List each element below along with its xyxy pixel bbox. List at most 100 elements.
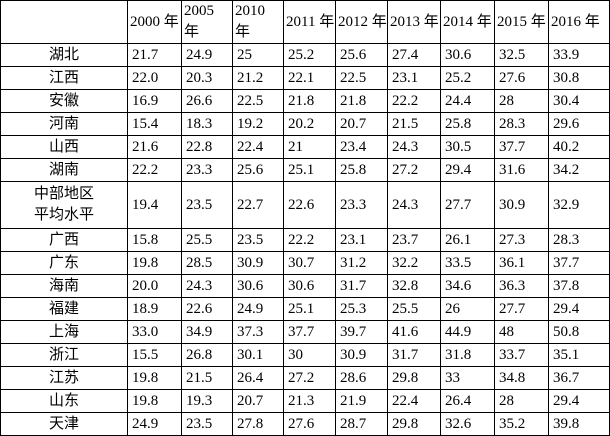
value-cell: 31.8	[440, 343, 495, 367]
region-cell: 山西	[0, 135, 128, 159]
value-cell: 26.4	[440, 389, 495, 413]
region-cell: 安徽	[0, 89, 128, 113]
value-cell: 34.2	[548, 158, 610, 182]
value-cell: 27.7	[440, 181, 495, 229]
value-cell: 27.6	[283, 412, 336, 436]
value-cell: 26.1	[440, 228, 495, 252]
value-cell: 25.8	[335, 158, 388, 182]
value-cell: 28.3	[548, 228, 610, 252]
value-cell: 24.9	[127, 412, 182, 436]
value-cell: 21	[283, 135, 336, 159]
header-cell: 2010 年	[232, 0, 284, 44]
value-cell: 25.1	[283, 297, 336, 321]
value-cell: 25.6	[232, 158, 284, 182]
value-cell: 22.7	[232, 181, 284, 229]
value-cell: 32.2	[387, 251, 441, 275]
value-cell: 19.3	[181, 389, 233, 413]
table-body: 湖北 21.7 24.9 25 25.2 25.6 27.4 30.6 32.5 33.9 江西 22…	[0, 43, 610, 436]
region-cell: 广西	[0, 228, 128, 252]
value-cell: 30.9	[232, 251, 284, 275]
header-cell: 2000 年	[127, 0, 182, 44]
value-cell: 29.4	[548, 297, 610, 321]
value-cell: 25.8	[440, 112, 495, 136]
value-cell: 34.6	[440, 274, 495, 298]
value-cell: 36.1	[494, 251, 549, 275]
value-cell: 21.8	[283, 89, 336, 113]
value-cell: 36.7	[548, 366, 610, 390]
header-cell: 2012 年	[335, 0, 388, 44]
value-cell: 35.2	[494, 412, 549, 436]
value-cell: 37.7	[548, 251, 610, 275]
value-cell: 32.5	[494, 43, 549, 67]
table-row: 广西 15.8 25.5 23.5 22.2 23.1 23.7 26.1 27.3 28.3	[0, 228, 610, 252]
region-cell: 福建	[0, 297, 128, 321]
value-cell: 34.9	[181, 320, 233, 344]
value-cell: 27.4	[387, 43, 441, 67]
value-cell: 28.7	[335, 412, 388, 436]
value-cell: 28.3	[494, 112, 549, 136]
value-cell: 41.6	[387, 320, 441, 344]
value-cell: 21.5	[387, 112, 441, 136]
value-cell: 23.5	[232, 228, 284, 252]
table-row: 海南 20.0 24.3 30.6 30.6 31.7 32.8 34.6 36.3 37.8	[0, 274, 610, 298]
value-cell: 22.1	[283, 66, 336, 90]
table-row: 江西 22.0 20.3 21.2 22.1 22.5 23.1 25.2 27.6 30.8	[0, 66, 610, 90]
value-cell: 20.3	[181, 66, 233, 90]
value-cell: 27.3	[494, 228, 549, 252]
region-cell: 山东	[0, 389, 128, 413]
value-cell: 22.2	[387, 89, 441, 113]
value-cell: 30.6	[232, 274, 284, 298]
value-cell: 24.3	[387, 181, 441, 229]
table-row: 湖北 21.7 24.9 25 25.2 25.6 27.4 30.6 32.5 33.9	[0, 43, 610, 67]
value-cell: 20.7	[335, 112, 388, 136]
table-row: 广东 19.8 28.5 30.9 30.7 31.2 32.2 33.5 36.1 37.7	[0, 251, 610, 275]
value-cell: 30.9	[494, 181, 549, 229]
value-cell: 20.0	[127, 274, 182, 298]
value-cell: 16.9	[127, 89, 182, 113]
value-cell: 30.8	[548, 66, 610, 90]
value-cell: 32.8	[387, 274, 441, 298]
value-cell: 30.4	[548, 89, 610, 113]
value-cell: 23.5	[181, 181, 233, 229]
value-cell: 30.1	[232, 343, 284, 367]
value-cell: 26.8	[181, 343, 233, 367]
value-cell: 31.7	[387, 343, 441, 367]
value-cell: 33	[440, 366, 495, 390]
value-cell: 15.8	[127, 228, 182, 252]
table-row: 天津 24.9 23.5 27.8 27.6 28.7 29.8 32.6 35.2 39.8	[0, 412, 610, 436]
value-cell: 33.0	[127, 320, 182, 344]
value-cell: 37.3	[232, 320, 284, 344]
value-cell: 19.8	[127, 251, 182, 275]
value-cell: 28.5	[181, 251, 233, 275]
value-cell: 22.2	[127, 158, 182, 182]
value-cell: 21.6	[127, 135, 182, 159]
table-row: 江苏 19.8 21.5 26.4 27.2 28.6 29.8 33 34.8 36.7	[0, 366, 610, 390]
value-cell: 30.6	[440, 43, 495, 67]
value-cell: 35.1	[548, 343, 610, 367]
value-cell: 25.2	[283, 43, 336, 67]
value-cell: 27.7	[494, 297, 549, 321]
value-cell: 29.8	[387, 366, 441, 390]
value-cell: 29.4	[440, 158, 495, 182]
value-cell: 29.6	[548, 112, 610, 136]
value-cell: 30	[283, 343, 336, 367]
value-cell: 28	[494, 389, 549, 413]
value-cell: 27.8	[232, 412, 284, 436]
value-cell: 23.1	[387, 66, 441, 90]
value-cell: 31.2	[335, 251, 388, 275]
value-cell: 30.7	[283, 251, 336, 275]
value-cell: 22.6	[181, 297, 233, 321]
value-cell: 23.7	[387, 228, 441, 252]
value-cell: 25.5	[387, 297, 441, 321]
value-cell: 22.2	[283, 228, 336, 252]
value-cell: 39.8	[548, 412, 610, 436]
value-cell: 20.7	[232, 389, 284, 413]
header-cell: 2015 年	[494, 0, 549, 44]
value-cell: 25.1	[283, 158, 336, 182]
value-cell: 29.4	[548, 389, 610, 413]
value-cell: 24.9	[232, 297, 284, 321]
value-cell: 22.5	[232, 89, 284, 113]
region-cell: 中部地区 平均水平	[0, 181, 128, 229]
value-cell: 22.0	[127, 66, 182, 90]
value-cell: 21.9	[335, 389, 388, 413]
